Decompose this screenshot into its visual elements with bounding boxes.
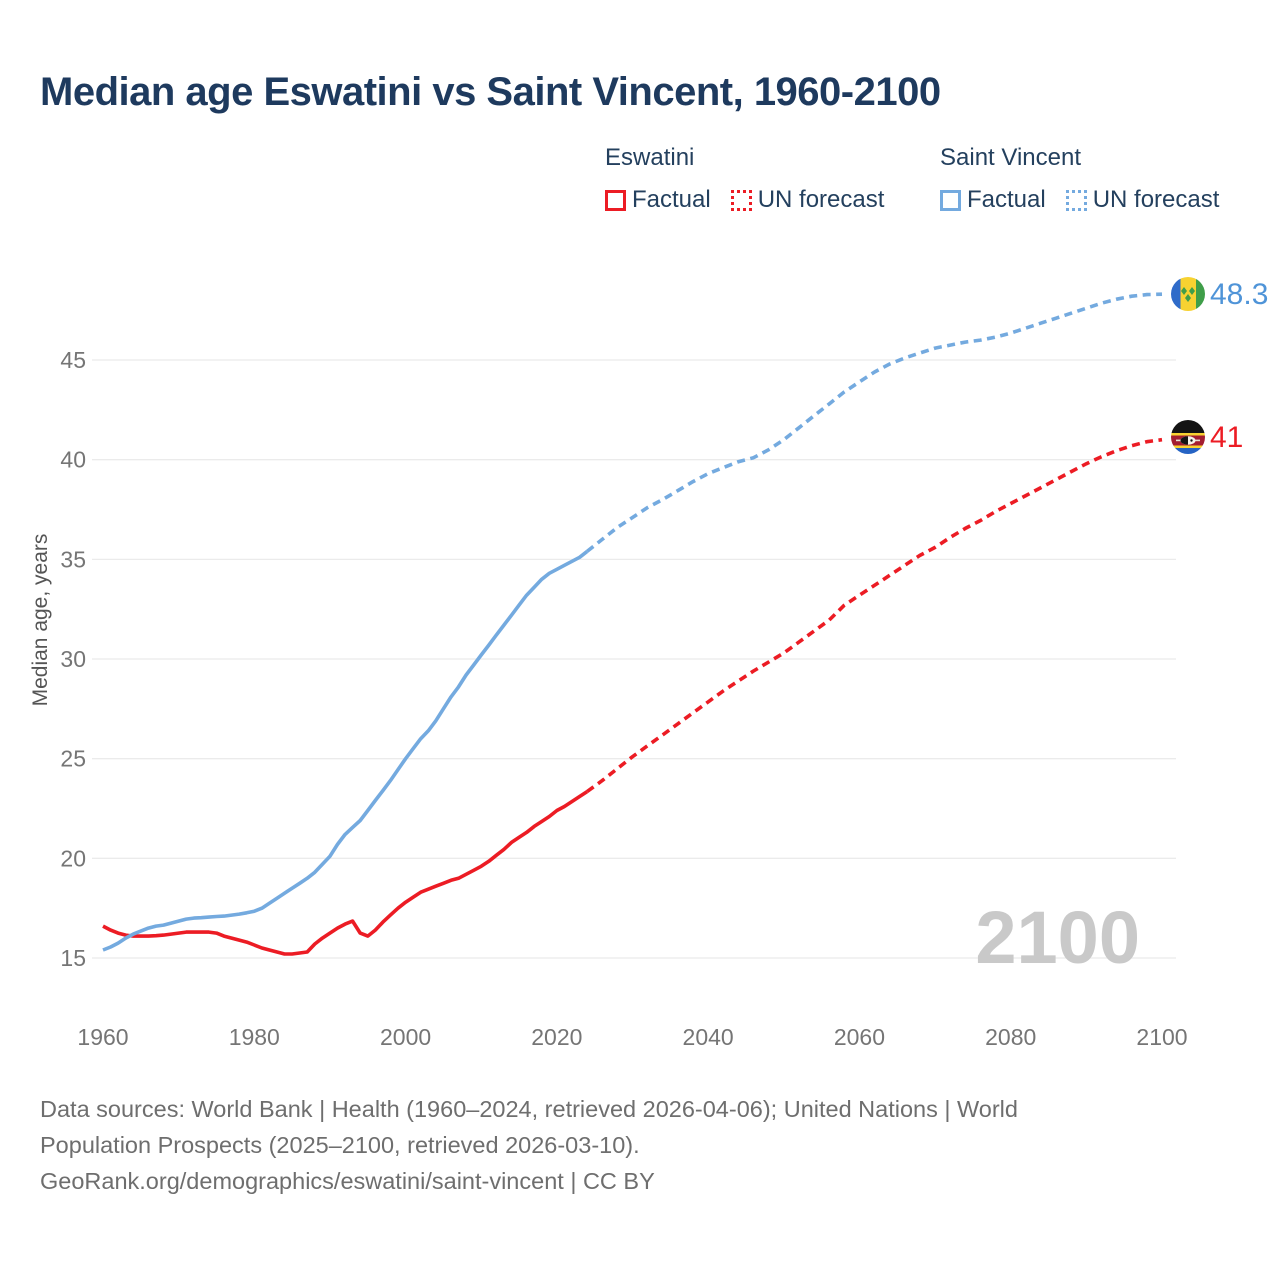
y-axis-title: Median age, years [29,534,52,707]
x-tick-label: 2000 [380,1024,431,1050]
eswatini-forecast-swatch-icon [730,189,752,211]
x-tick-label: 2060 [834,1024,885,1050]
x-tick-label: 2100 [1136,1024,1187,1050]
legend-item-label: UN forecast [757,186,885,213]
y-tick-label: 40 [60,447,86,473]
data-source-note: Data sources: World Bank | Health (1960–… [40,1091,1018,1199]
eswatini-end-value: 41 [1210,421,1243,454]
legend-item-saint-vincent-factual: Factual [940,186,1046,214]
eswatini-factual-swatch-icon [605,189,626,211]
series-eswatini-factual [102,790,589,956]
legend-item-label: UN forecast [1092,186,1220,213]
y-tick-label: 45 [60,347,86,373]
saint-vincent-end-value: 48.3 [1210,278,1268,311]
series-eswatini-un-forecast [586,437,1163,794]
eswatini-flag-icon [1171,420,1205,454]
y-tick-label: 15 [60,945,86,971]
x-tick-label: 2040 [683,1024,734,1050]
x-tick-label: 2080 [985,1024,1036,1050]
x-tick-label: 1960 [77,1024,128,1050]
y-tick-label: 35 [60,546,86,572]
source-line-1: Data sources: World Bank | Health (1960–… [40,1096,1018,1122]
legend-group-title: Saint Vincent [940,144,1081,171]
legend-item-label: Factual [967,186,1046,213]
y-tick-label: 30 [60,646,86,672]
x-tick-label: 1980 [229,1024,280,1050]
legend-group-saint-vincent: Saint Vincent Factual UN forecast [940,144,1219,214]
y-tick-label: 25 [60,746,86,772]
series-saint-vincent-un-forecast [585,292,1163,553]
source-line-2: Population Prospects (2025–2100, retriev… [40,1132,640,1158]
gridlines [92,359,1176,959]
legend-group-title: Eswatini [605,144,695,171]
y-tick-label: 20 [60,845,86,871]
x-tick-label: 2020 [531,1024,582,1050]
chart-series [102,292,1163,956]
legend-item-eswatini-factual: Factual [605,186,711,214]
series-saint-vincent-factual [102,549,589,952]
legend-item-eswatini-forecast: UN forecast [730,186,885,214]
axis-tick-labels: 15 20 25 30 35 40 45 1960 1980 2000 2020 2040 2060 20… [60,347,1187,1050]
saint-vincent-flag-icon [1171,277,1205,311]
legend-group-eswatini: Eswatini Factual UN forecast [605,144,884,214]
legend-item-saint-vincent-forecast: UN forecast [1065,186,1220,214]
saint-vincent-factual-swatch-icon [940,189,961,211]
source-line-3: GeoRank.org/demographics/eswatini/saint-… [40,1168,655,1194]
year-watermark: 2100 [975,896,1140,979]
saint-vincent-forecast-swatch-icon [1065,189,1087,211]
legend-item-label: Factual [632,186,711,213]
page-title: Median age Eswatini vs Saint Vincent, 19… [40,70,941,114]
